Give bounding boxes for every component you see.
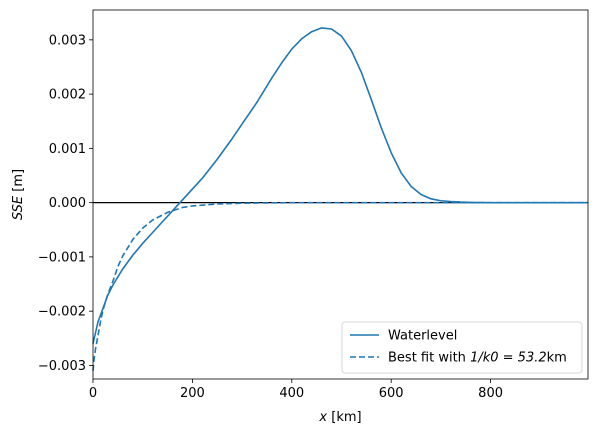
series-line-best-fit bbox=[92, 201, 588, 371]
legend-label-waterlevel: Waterlevel bbox=[388, 329, 457, 344]
y-tick-label: 0.001 bbox=[49, 142, 86, 157]
x-tick-label: 400 bbox=[279, 386, 304, 401]
y-tick-label: 0.002 bbox=[49, 88, 86, 103]
legend-box bbox=[341, 321, 583, 374]
legend-label-best-fit: Best fit with 1/k0 = 53.2km bbox=[388, 351, 567, 366]
legend-label-suffix: km bbox=[547, 351, 567, 366]
plot-frame bbox=[92, 9, 589, 380]
y-tick-label: −0.001 bbox=[38, 250, 86, 265]
x-tick-label: 800 bbox=[478, 386, 503, 401]
y-tick-label: −0.003 bbox=[38, 359, 86, 374]
y-tick-label: 0.003 bbox=[49, 33, 86, 48]
legend-label-math: 1/k0 = 53.2 bbox=[470, 351, 547, 366]
y-tick-label: −0.002 bbox=[38, 305, 86, 320]
y-tick-label: 0.000 bbox=[49, 196, 86, 211]
y-axis-label: SSE [m] bbox=[11, 169, 26, 220]
x-tick-label: 600 bbox=[379, 386, 404, 401]
legend-label-prefix: Best fit with bbox=[388, 351, 470, 366]
legend: Waterlevel Best fit with 1/k0 = 53.2km bbox=[341, 321, 583, 374]
series-line-waterlevel bbox=[92, 27, 588, 344]
x-tick-label: 0 bbox=[89, 386, 97, 401]
x-axis-label: x [km] bbox=[318, 410, 361, 425]
x-tick-label: 200 bbox=[180, 386, 205, 401]
